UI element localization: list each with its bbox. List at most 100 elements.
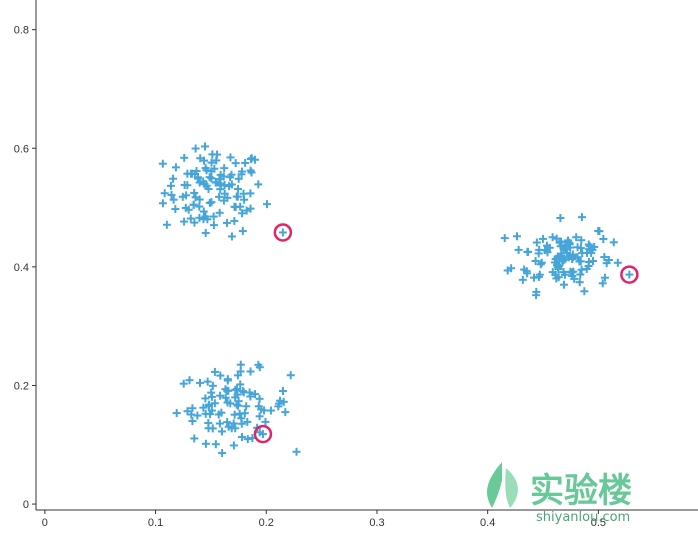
data-point <box>246 166 255 175</box>
data-point <box>540 246 549 255</box>
data-point <box>537 258 546 267</box>
data-point <box>238 433 247 442</box>
data-point <box>218 449 227 458</box>
x-tick-label: 0.5 <box>591 517 606 529</box>
data-point <box>227 170 236 179</box>
data-point <box>237 419 246 428</box>
data-point <box>241 158 250 167</box>
data-point <box>559 280 568 289</box>
data-point <box>255 394 264 403</box>
data-point <box>536 260 545 269</box>
data-point <box>231 424 240 433</box>
data-point <box>238 227 247 236</box>
data-point <box>220 164 229 173</box>
data-point <box>158 199 167 208</box>
data-point <box>236 360 245 369</box>
data-point <box>555 238 564 247</box>
data-point <box>158 159 167 168</box>
data-point <box>180 217 189 226</box>
watermark-subtext: shiyanlou.com <box>536 510 630 525</box>
data-point <box>242 402 251 411</box>
data-point <box>223 193 232 202</box>
data-point <box>247 154 256 163</box>
data-point <box>566 267 575 276</box>
data-point <box>242 206 251 215</box>
x-tick-label: 0.1 <box>148 517 163 529</box>
data-point <box>246 189 255 198</box>
data-point <box>208 150 217 159</box>
data-point <box>215 419 224 428</box>
data-point <box>575 257 584 266</box>
data-point <box>254 402 263 411</box>
data-point <box>190 188 199 197</box>
data-point <box>286 371 295 380</box>
data-point <box>274 399 283 408</box>
data-point <box>570 274 579 283</box>
data-point <box>238 209 247 218</box>
data-point <box>188 404 197 413</box>
y-tick-label: 0 <box>23 499 29 511</box>
data-point <box>190 218 199 227</box>
data-point <box>600 253 609 262</box>
data-point <box>208 381 217 390</box>
data-point <box>207 198 216 207</box>
data-point <box>207 167 216 176</box>
data-point <box>236 367 245 376</box>
data-point <box>577 213 586 222</box>
data-point <box>233 192 242 201</box>
data-point <box>212 156 221 165</box>
data-point <box>243 417 252 426</box>
data-point <box>251 390 260 399</box>
data-point <box>565 238 574 247</box>
x-tick-label: 0.4 <box>480 517 495 529</box>
data-point <box>232 384 241 393</box>
data-point <box>204 401 213 410</box>
data-point <box>201 228 210 237</box>
data-point <box>229 419 238 428</box>
data-point <box>216 170 225 179</box>
data-point <box>224 422 233 431</box>
data-point <box>226 399 235 408</box>
data-point <box>584 240 593 249</box>
y-tick-label: 0.2 <box>14 380 29 392</box>
data-point <box>580 287 589 296</box>
data-point <box>599 235 608 244</box>
data-point <box>557 251 566 260</box>
data-point <box>193 411 202 420</box>
data-point <box>523 247 532 256</box>
data-point <box>195 202 204 211</box>
data-point <box>578 249 587 258</box>
data-point <box>207 174 216 183</box>
data-point <box>181 203 190 212</box>
data-point <box>199 403 208 412</box>
data-point <box>261 417 270 426</box>
data-point <box>203 215 212 224</box>
data-point <box>513 232 522 241</box>
data-point <box>602 259 611 268</box>
data-point <box>195 378 204 387</box>
data-point <box>600 273 609 282</box>
data-point <box>206 410 215 419</box>
highlighted-point-marker <box>258 430 267 439</box>
data-point <box>236 380 245 389</box>
data-point <box>563 237 572 246</box>
data-point <box>223 376 232 385</box>
data-point <box>231 159 240 168</box>
data-point <box>216 179 225 188</box>
highlight-circle <box>273 223 293 242</box>
data-point <box>568 250 577 259</box>
highlight-circle <box>620 265 639 284</box>
data-point <box>196 154 205 163</box>
highlighted-point-marker <box>625 270 634 279</box>
data-point <box>245 388 254 397</box>
data-point <box>183 407 192 416</box>
data-point <box>191 193 200 202</box>
data-point <box>201 164 210 173</box>
data-point <box>223 418 232 427</box>
data-point <box>215 192 224 201</box>
data-point <box>169 195 178 204</box>
data-point <box>543 241 552 250</box>
data-point <box>237 170 246 179</box>
y-tick-label: 0.8 <box>14 25 29 37</box>
data-point <box>182 191 191 200</box>
